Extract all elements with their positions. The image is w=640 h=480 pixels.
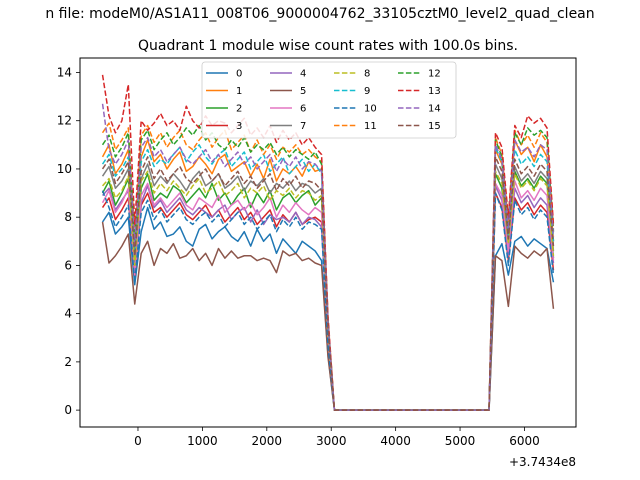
y-axis: 0 2 4 6 8 10 12 14 — [57, 65, 80, 417]
chart-title: Quadrant 1 module wise count rates with … — [138, 38, 518, 54]
legend-label-2: 2 — [236, 104, 242, 115]
legend-label-8: 8 — [364, 69, 370, 80]
series-line-6 — [101, 180, 555, 411]
legend-label-0: 0 — [236, 69, 242, 80]
y-tick-label: 0 — [64, 403, 72, 417]
series-line-9 — [101, 144, 555, 411]
series-line-8 — [101, 170, 555, 411]
x-tick-label: 0 — [134, 434, 142, 448]
x-axis: 0 1000 2000 3000 4000 5000 6000 — [134, 427, 540, 448]
series-line-7 — [101, 163, 555, 411]
legend-label-13: 13 — [428, 86, 441, 97]
legend-label-11: 11 — [364, 121, 377, 132]
x-tick-label: 4000 — [380, 434, 411, 448]
y-tick-label: 8 — [64, 210, 72, 224]
y-tick-label: 10 — [57, 162, 72, 176]
legend-label-9: 9 — [364, 86, 370, 97]
x-tick-label: 3000 — [316, 434, 347, 448]
legend-label-6: 6 — [300, 104, 306, 115]
figure-suptitle: n file: modeM0/AS1A11_008T06_9000004762_… — [45, 6, 594, 22]
series-line-15 — [101, 156, 555, 411]
x-tick-label: 5000 — [445, 434, 476, 448]
legend-label-14: 14 — [428, 104, 441, 115]
x-tick-label: 6000 — [509, 434, 540, 448]
series-line-1 — [101, 139, 555, 411]
legend-label-5: 5 — [300, 86, 306, 97]
legend-box — [201, 61, 457, 139]
legend-label-1: 1 — [236, 86, 242, 97]
legend-label-3: 3 — [236, 121, 242, 132]
x-axis-offset-label: +3.7434e8 — [509, 455, 576, 469]
legend-label-15: 15 — [428, 121, 441, 132]
series-line-2 — [101, 170, 555, 411]
y-tick-label: 4 — [64, 307, 72, 321]
series-line-12 — [101, 124, 555, 411]
y-tick-label: 6 — [64, 258, 72, 272]
plot-lines — [101, 74, 555, 411]
y-tick-label: 2 — [64, 355, 72, 369]
legend-label-7: 7 — [300, 121, 306, 132]
y-tick-label: 12 — [57, 114, 72, 128]
x-tick-label: 1000 — [187, 434, 218, 448]
y-tick-label: 14 — [57, 65, 72, 79]
axes-frame — [79, 57, 577, 428]
series-line-11 — [101, 122, 555, 411]
legend-label-12: 12 — [428, 69, 441, 80]
x-tick-label: 2000 — [252, 434, 283, 448]
legend-label-4: 4 — [300, 69, 306, 80]
series-line-14 — [101, 103, 555, 411]
series-line-4 — [101, 185, 555, 411]
legend-label-10: 10 — [364, 104, 377, 115]
